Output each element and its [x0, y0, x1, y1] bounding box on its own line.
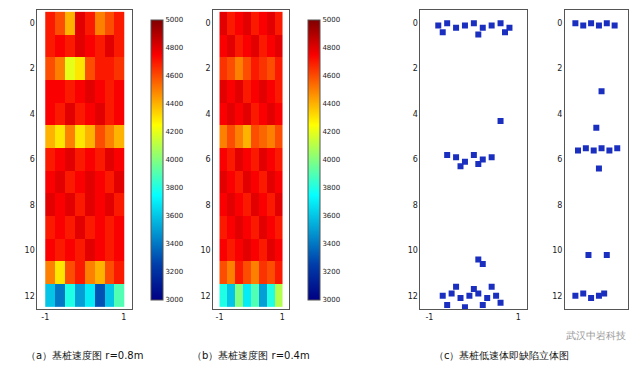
svg-text:1: 1 [516, 313, 521, 322]
svg-text:8: 8 [557, 201, 562, 210]
svg-text:0: 0 [30, 19, 35, 28]
svg-text:0: 0 [413, 19, 418, 28]
svg-text:-1: -1 [216, 313, 224, 322]
svg-text:4600: 4600 [165, 72, 183, 80]
svg-text:4400: 4400 [165, 100, 183, 108]
svg-text:6: 6 [30, 155, 35, 164]
svg-text:12: 12 [408, 292, 418, 301]
svg-text:-1: -1 [41, 313, 49, 322]
svg-text:12: 12 [552, 292, 562, 301]
svg-text:4800: 4800 [165, 44, 183, 52]
svg-text:4400: 4400 [322, 100, 340, 108]
svg-text:6: 6 [413, 155, 418, 164]
svg-text:5000: 5000 [165, 16, 183, 24]
svg-text:3600: 3600 [322, 212, 340, 220]
svg-text:10: 10 [552, 246, 562, 255]
svg-text:0: 0 [557, 19, 562, 28]
svg-text:（b）基桩速度图 r=0.4m: （b）基桩速度图 r=0.4m [192, 350, 310, 361]
svg-text:3600: 3600 [165, 212, 183, 220]
svg-text:4: 4 [557, 110, 562, 119]
svg-text:2: 2 [413, 64, 418, 73]
svg-text:4200: 4200 [322, 128, 340, 136]
svg-text:3200: 3200 [165, 268, 183, 276]
svg-text:4: 4 [30, 110, 35, 119]
svg-text:2: 2 [557, 64, 562, 73]
svg-text:4: 4 [413, 110, 418, 119]
svg-text:6: 6 [557, 155, 562, 164]
svg-text:4600: 4600 [322, 72, 340, 80]
svg-text:8: 8 [30, 201, 35, 210]
svg-text:8: 8 [413, 201, 418, 210]
svg-text:12: 12 [25, 292, 35, 301]
svg-text:（c）基桩低速体即缺陷立体图: （c）基桩低速体即缺陷立体图 [434, 350, 570, 361]
svg-text:3400: 3400 [165, 240, 183, 248]
svg-text:10: 10 [25, 246, 35, 255]
svg-text:3800: 3800 [165, 184, 183, 192]
svg-text:4800: 4800 [322, 44, 340, 52]
svg-text:6: 6 [206, 155, 211, 164]
svg-text:3000: 3000 [322, 296, 340, 304]
svg-text:4000: 4000 [165, 156, 183, 164]
svg-text:10: 10 [200, 246, 210, 255]
svg-text:12: 12 [200, 292, 210, 301]
svg-text:5000: 5000 [322, 16, 340, 24]
svg-text:4200: 4200 [165, 128, 183, 136]
svg-text:武汉中岩科技: 武汉中岩科技 [566, 330, 626, 341]
svg-text:3000: 3000 [165, 296, 183, 304]
svg-text:10: 10 [408, 246, 418, 255]
svg-text:4: 4 [206, 110, 211, 119]
svg-text:2: 2 [30, 64, 35, 73]
svg-text:2: 2 [206, 64, 211, 73]
svg-text:1: 1 [121, 313, 126, 322]
svg-text:4000: 4000 [322, 156, 340, 164]
svg-text:3800: 3800 [322, 184, 340, 192]
svg-text:0: 0 [206, 19, 211, 28]
svg-text:（a）基桩速度图 r=0.8m: （a）基桩速度图 r=0.8m [26, 350, 143, 361]
svg-text:1: 1 [280, 313, 285, 322]
svg-text:-1: -1 [425, 313, 433, 322]
svg-text:3200: 3200 [322, 268, 340, 276]
svg-text:8: 8 [206, 201, 211, 210]
svg-text:3400: 3400 [322, 240, 340, 248]
